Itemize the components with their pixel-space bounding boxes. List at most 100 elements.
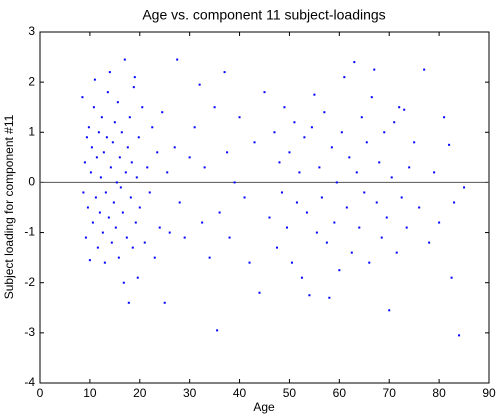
- point: [193, 126, 196, 129]
- point: [450, 276, 453, 279]
- point: [343, 76, 346, 79]
- point: [118, 156, 121, 159]
- point: [310, 126, 313, 129]
- point: [87, 126, 90, 129]
- point: [458, 334, 461, 337]
- point: [133, 76, 136, 79]
- point: [233, 181, 236, 184]
- point: [413, 141, 416, 144]
- point: [393, 121, 396, 124]
- point: [125, 236, 128, 239]
- point: [313, 93, 316, 96]
- point: [105, 136, 108, 139]
- point: [335, 181, 338, 184]
- point: [383, 131, 386, 134]
- point: [370, 96, 373, 99]
- point: [308, 294, 311, 297]
- point: [345, 206, 348, 209]
- point: [280, 191, 283, 194]
- x-tick-label: 10: [83, 386, 97, 400]
- point: [323, 111, 326, 114]
- point: [325, 241, 328, 244]
- point: [360, 116, 363, 119]
- point: [92, 106, 95, 109]
- y-tick-label: -1: [24, 225, 35, 239]
- point: [395, 251, 398, 254]
- point: [161, 111, 164, 114]
- point: [278, 161, 281, 164]
- point: [176, 58, 179, 61]
- y-tick-label: 2: [28, 74, 35, 88]
- x-tick-label: 50: [283, 386, 297, 400]
- y-tick-label: 3: [28, 24, 35, 38]
- point: [110, 241, 113, 244]
- point: [283, 106, 286, 109]
- point: [151, 126, 154, 129]
- point: [405, 226, 408, 229]
- point: [385, 216, 388, 219]
- point: [137, 136, 140, 139]
- point: [86, 206, 89, 209]
- point: [263, 91, 266, 94]
- point: [134, 221, 137, 224]
- y-tick-label: 0: [28, 175, 35, 189]
- x-tick-label: 90: [482, 386, 496, 400]
- point: [109, 166, 112, 169]
- point: [148, 191, 151, 194]
- point: [208, 256, 211, 259]
- point: [99, 176, 102, 179]
- point: [115, 181, 118, 184]
- point: [290, 261, 293, 264]
- x-tick-label: 40: [233, 386, 247, 400]
- point: [373, 68, 376, 71]
- point: [348, 156, 351, 159]
- point: [132, 86, 135, 89]
- point: [315, 231, 318, 234]
- point: [163, 301, 166, 304]
- point: [123, 58, 126, 61]
- point: [320, 196, 323, 199]
- y-tick-label: 1: [28, 124, 35, 138]
- point: [330, 146, 333, 149]
- point: [355, 171, 358, 174]
- point: [158, 226, 161, 229]
- point: [400, 196, 403, 199]
- point: [443, 116, 446, 119]
- point: [82, 191, 85, 194]
- point: [238, 116, 241, 119]
- point: [131, 246, 134, 249]
- point: [83, 161, 86, 164]
- x-tick-label: 80: [432, 386, 446, 400]
- point: [226, 151, 229, 154]
- point: [438, 221, 441, 224]
- point: [166, 171, 169, 174]
- point: [100, 116, 103, 119]
- point: [91, 221, 94, 224]
- point: [303, 136, 306, 139]
- point: [408, 166, 411, 169]
- point: [119, 186, 122, 189]
- point: [106, 91, 109, 94]
- point: [213, 106, 216, 109]
- point: [353, 61, 356, 64]
- point: [285, 226, 288, 229]
- point: [136, 276, 139, 279]
- point: [107, 216, 110, 219]
- point: [403, 108, 406, 111]
- point: [173, 146, 176, 149]
- point: [95, 156, 98, 159]
- point: [90, 146, 93, 149]
- y-tick-label: -2: [24, 275, 35, 289]
- point: [390, 176, 393, 179]
- point: [218, 211, 221, 214]
- point: [101, 231, 104, 234]
- point: [358, 226, 361, 229]
- point: [363, 191, 366, 194]
- point: [178, 201, 181, 204]
- point: [298, 171, 301, 174]
- y-tick-label: -4: [24, 375, 35, 389]
- point: [127, 301, 130, 304]
- point: [130, 161, 133, 164]
- point: [340, 131, 343, 134]
